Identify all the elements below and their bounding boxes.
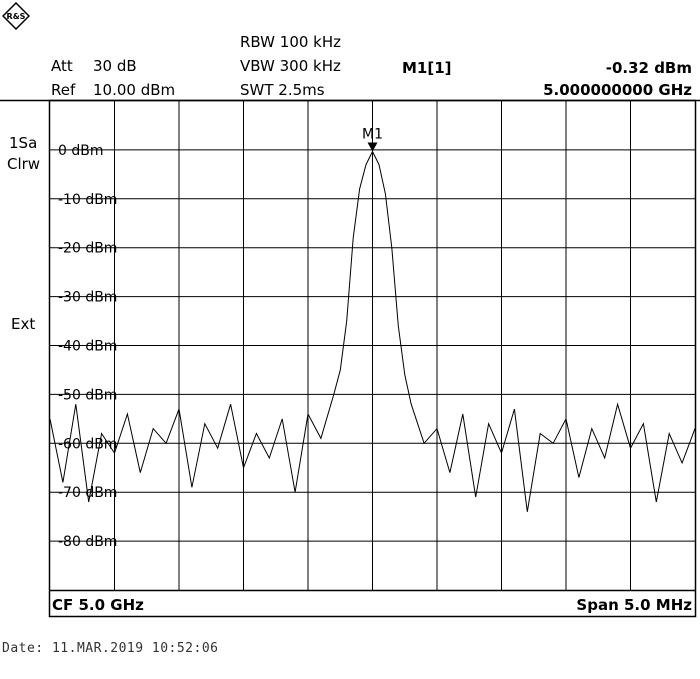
rbw-setting: RBW 100 kHz [240, 33, 342, 51]
rohde-schwarz-logo-icon: R&S [2, 2, 30, 30]
y-tick-label: 0 dBm [58, 143, 104, 159]
marker-level: -0.32 dBm [605, 59, 692, 77]
y-tick-label: -80 dBm [58, 534, 117, 550]
y-tick-label: -40 dBm [58, 339, 117, 355]
y-tick-label: -30 dBm [58, 290, 117, 306]
marker-m1-icon [367, 142, 378, 152]
marker-m1-label: M1 [362, 126, 383, 142]
center-frequency: CF 5.0 GHz [52, 596, 144, 614]
trace-mode-label-1: 1Sa [9, 134, 38, 152]
spectrum-trace [49, 150, 696, 512]
span-setting: Span 5.0 MHz [576, 596, 692, 614]
trace-mode-label-2: Clrw [7, 155, 41, 173]
y-tick-label: -60 dBm [58, 436, 117, 452]
ref-value: 10.00 dBm [93, 81, 176, 99]
vbw-setting: VBW 300 kHz [240, 57, 341, 75]
svg-text:R&S: R&S [7, 12, 26, 21]
y-tick-label: -10 dBm [58, 192, 117, 208]
marker-frequency: 5.000000000 GHz [543, 81, 692, 99]
att-label: Att [51, 57, 73, 75]
swt-setting: SWT 2.5ms [240, 81, 325, 99]
date-stamp: Date: 11.MAR.2019 10:52:06 [2, 641, 219, 656]
att-value: 30 dB [93, 57, 137, 75]
y-tick-label: -50 dBm [58, 387, 117, 403]
plot-frame [48, 99, 697, 618]
marker-name: M1[1] [402, 59, 452, 77]
ref-label: Ref [51, 81, 76, 99]
ext-label: Ext [11, 315, 36, 333]
y-tick-label: -20 dBm [58, 241, 117, 257]
